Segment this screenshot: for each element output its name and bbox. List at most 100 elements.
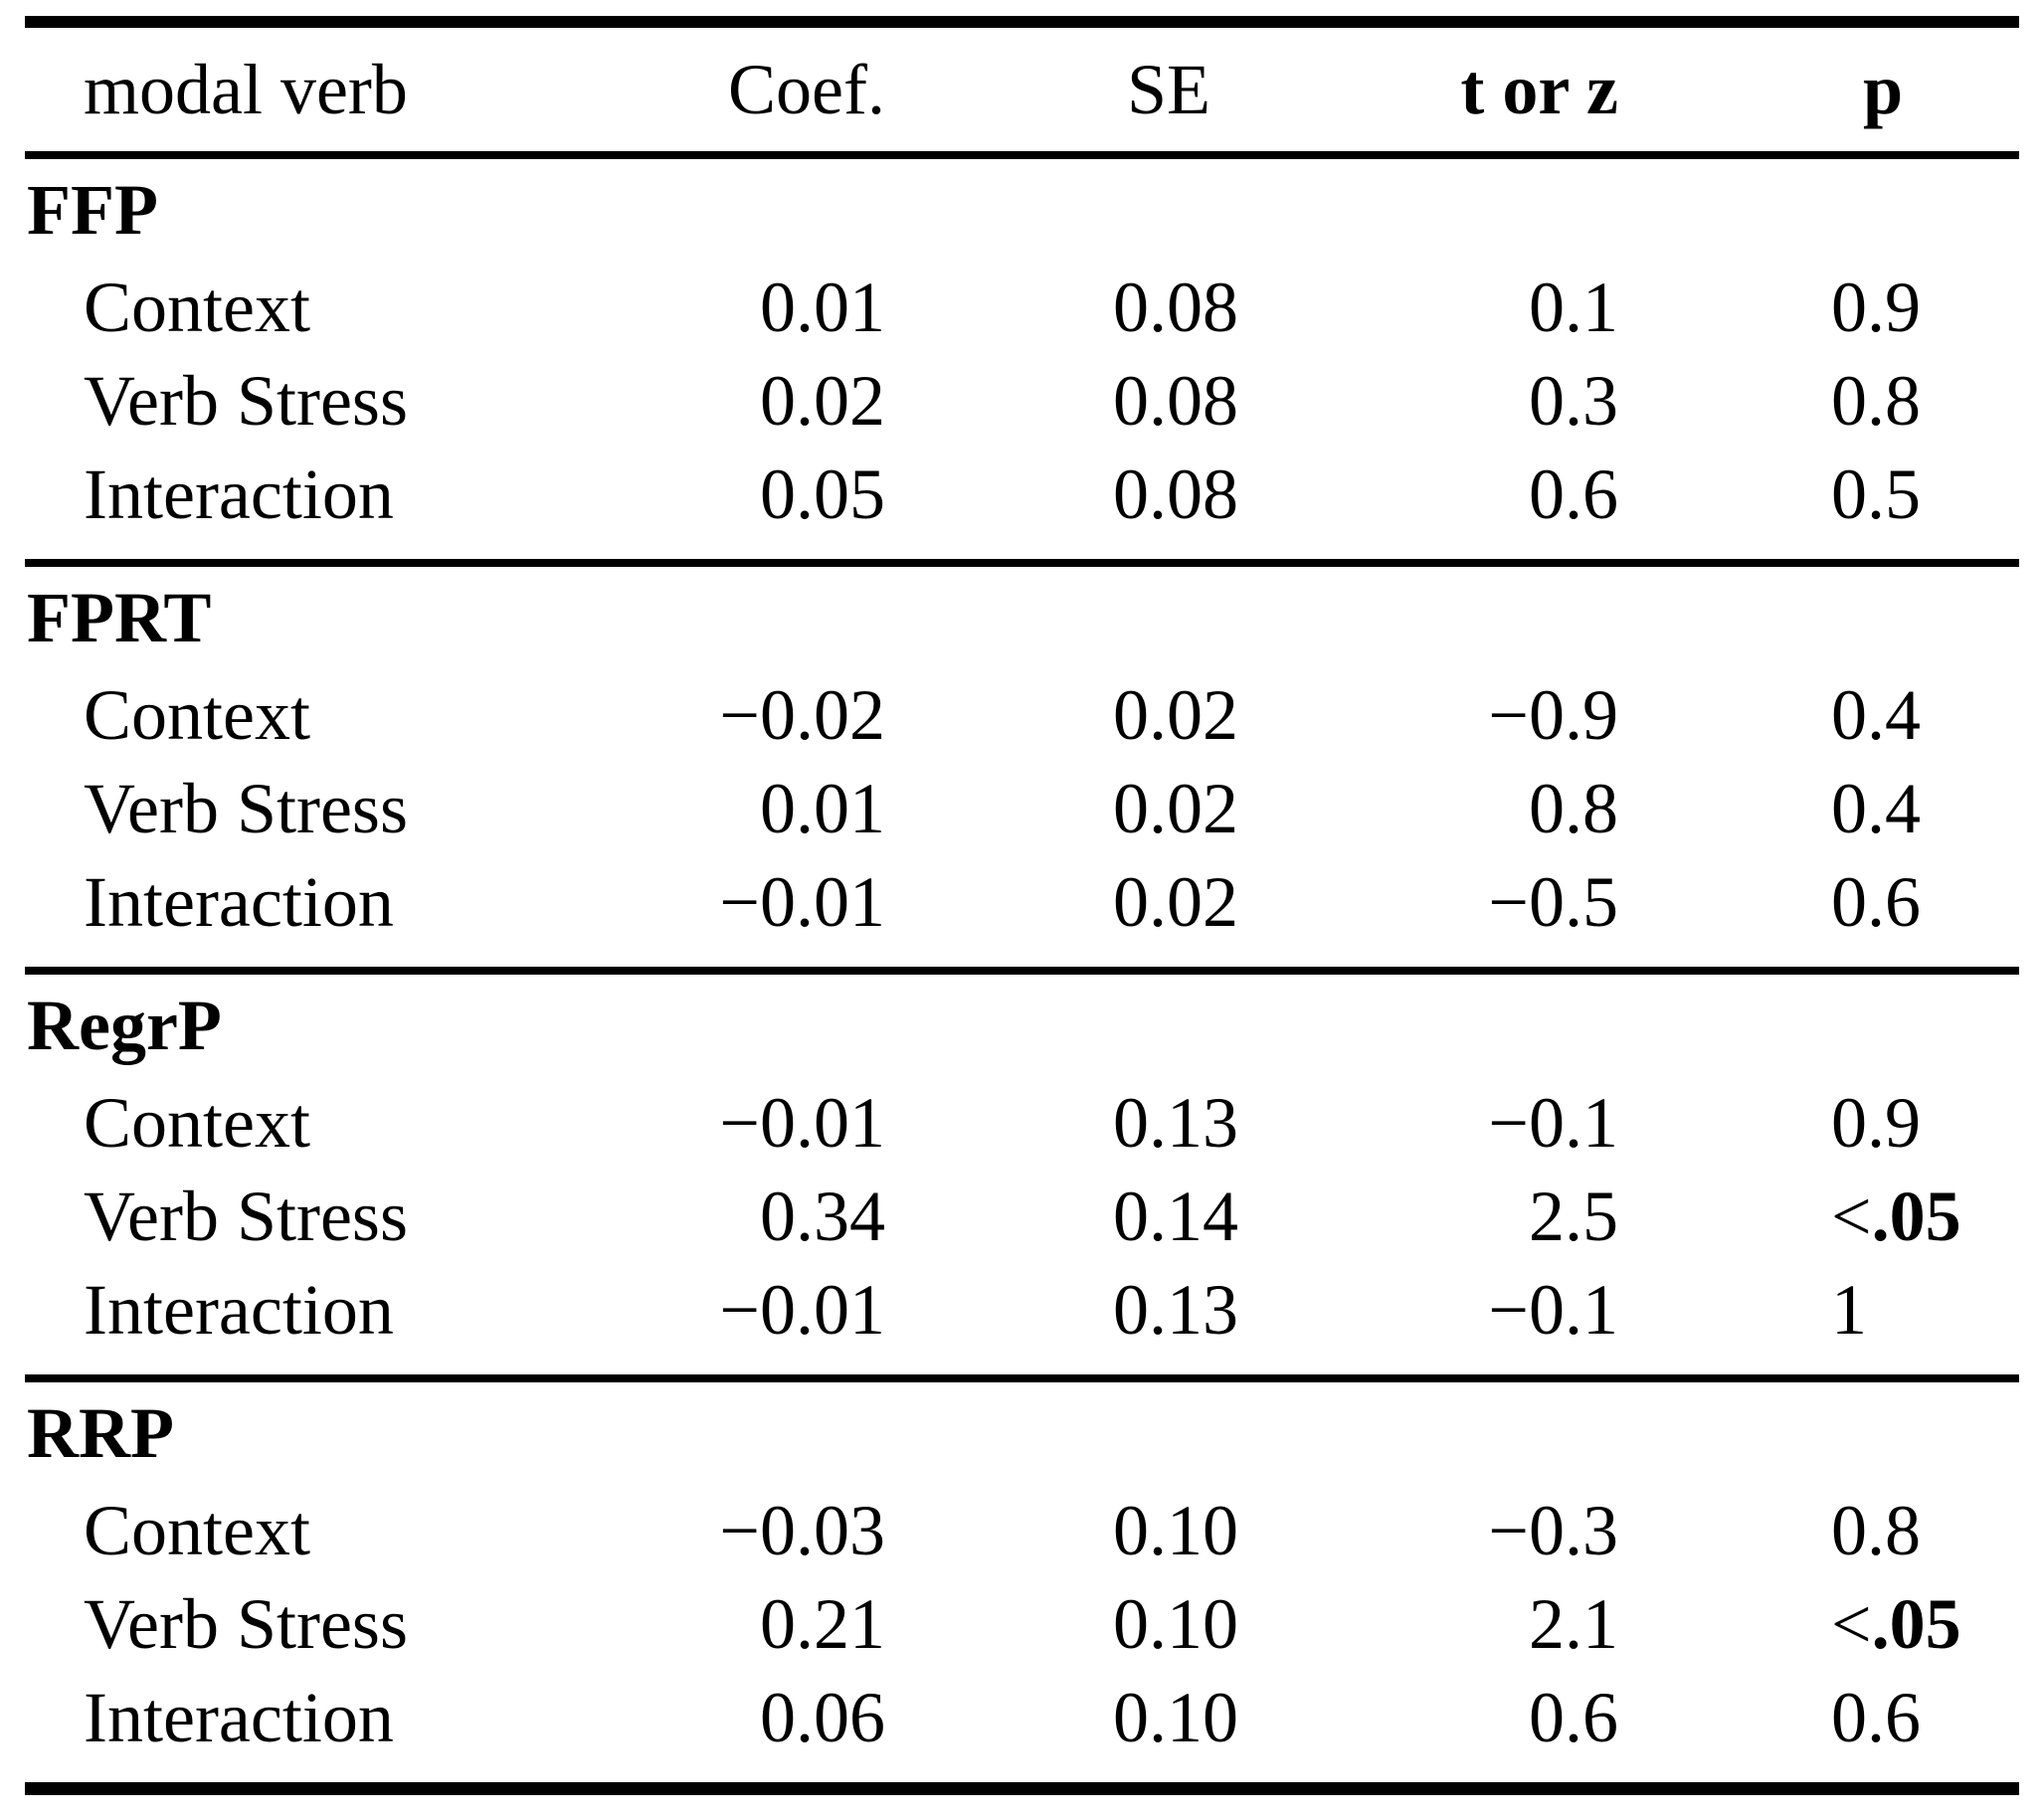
row-label: Verb Stress [84, 361, 408, 441]
p-cell: 0.8 [1618, 365, 2019, 437]
p-cell: 0.6 [1618, 1682, 2019, 1753]
se-cell: 0.02 [1113, 769, 1238, 848]
t-or-z-cell: 0.1 [1529, 268, 1618, 347]
section-label-row: FFP [25, 159, 2019, 261]
se-cell: 0.13 [1113, 1270, 1238, 1350]
section-divider-rule [25, 1374, 2019, 1382]
header-divider-rule [25, 151, 2019, 159]
table-header-row: modal verb Coef. SE t or z p [25, 28, 2019, 151]
coef-cell: −0.01 [719, 1270, 885, 1350]
coef-cell: 0.06 [760, 1678, 885, 1757]
row-label: Verb Stress [84, 1584, 408, 1664]
se-cell: 0.10 [1113, 1584, 1238, 1664]
p-value: 0.6 [1831, 862, 1921, 942]
coef-cell: −0.02 [719, 675, 885, 755]
coef-cell: 0.02 [760, 361, 885, 441]
section-label-row: RegrP [25, 975, 2019, 1076]
p-cell: 0.6 [1618, 866, 2019, 938]
section-spacer [25, 949, 2019, 967]
row-label: Interaction [84, 454, 394, 534]
p-cell: <.05 [1618, 1181, 2019, 1252]
column-header-modal-verb: modal verb [84, 50, 408, 129]
row-label: Interaction [84, 1678, 394, 1757]
se-cell: 0.08 [1113, 361, 1238, 441]
row-label: Context [84, 1491, 310, 1570]
se-cell: 0.08 [1113, 454, 1238, 534]
p-value: 1 [1831, 1270, 1867, 1350]
table-row: Interaction 0.05 0.08 0.6 0.5 [25, 448, 2019, 541]
row-label: Context [84, 268, 310, 347]
section-rows: Context −0.02 0.02 −0.9 0.4 Verb Stress … [25, 668, 2019, 949]
se-cell: 0.13 [1113, 1083, 1238, 1163]
t-or-z-cell: 0.6 [1529, 454, 1618, 534]
se-cell: 0.08 [1113, 268, 1238, 347]
table-row: Verb Stress 0.21 0.10 2.1 <.05 [25, 1577, 2019, 1671]
table-section: RegrP Context −0.01 0.13 −0.1 0.9 Verb S… [25, 975, 2019, 1382]
table-body: FFP Context 0.01 0.08 0.1 0.9 Verb Stres… [25, 159, 2019, 1782]
p-value: .05 [1871, 1177, 1961, 1256]
table-row: Verb Stress 0.02 0.08 0.3 0.8 [25, 354, 2019, 448]
section-label: FPRT [27, 578, 212, 657]
t-or-z-cell: −0.9 [1488, 675, 1618, 755]
t-or-z-cell: 0.6 [1529, 1678, 1618, 1757]
coef-cell: 0.21 [760, 1584, 885, 1664]
section-label: RRP [27, 1393, 174, 1473]
row-label: Interaction [84, 862, 394, 942]
coef-cell: −0.01 [719, 862, 885, 942]
table-section: FFP Context 0.01 0.08 0.1 0.9 Verb Stres… [25, 159, 2019, 567]
table-row: Context −0.03 0.10 −0.3 0.8 [25, 1484, 2019, 1577]
section-divider-rule [25, 559, 2019, 567]
coef-cell: 0.01 [760, 769, 885, 848]
p-value: 0.4 [1831, 675, 1921, 755]
se-cell: 0.02 [1113, 675, 1238, 755]
table-section: FPRT Context −0.02 0.02 −0.9 0.4 Verb St… [25, 567, 2019, 975]
p-value: 0.9 [1831, 1083, 1921, 1163]
se-cell: 0.02 [1113, 862, 1238, 942]
table-section: RRP Context −0.03 0.10 −0.3 0.8 Verb Str… [25, 1382, 2019, 1782]
p-cell: 0.8 [1618, 1495, 2019, 1566]
row-label: Verb Stress [84, 769, 408, 848]
table-top-rule [25, 16, 2019, 28]
se-cell: 0.10 [1113, 1491, 1238, 1570]
p-value: 0.8 [1831, 361, 1921, 441]
section-spacer [25, 1764, 2019, 1782]
table-row: Context −0.02 0.02 −0.9 0.4 [25, 668, 2019, 762]
section-label: RegrP [27, 986, 222, 1065]
t-or-z-cell: −0.1 [1488, 1083, 1618, 1163]
section-spacer [25, 541, 2019, 559]
row-label: Context [84, 1083, 310, 1163]
t-or-z-cell: 2.1 [1529, 1584, 1618, 1664]
se-cell: 0.10 [1113, 1678, 1238, 1757]
se-cell: 0.14 [1113, 1177, 1238, 1256]
t-or-z-cell: −0.1 [1488, 1270, 1618, 1350]
t-or-z-cell: 0.3 [1529, 361, 1618, 441]
coef-cell: −0.01 [719, 1083, 885, 1163]
row-label: Context [84, 675, 310, 755]
section-rows: Context −0.03 0.10 −0.3 0.8 Verb Stress … [25, 1484, 2019, 1764]
p-cell: 0.9 [1618, 1087, 2019, 1159]
section-label-row: RRP [25, 1382, 2019, 1484]
p-cell: 1 [1618, 1274, 2019, 1346]
less-than-sign: < [1831, 1177, 1872, 1256]
t-or-z-cell: 2.5 [1529, 1177, 1618, 1256]
row-label: Verb Stress [84, 1177, 408, 1256]
column-header-coef: Coef. [728, 50, 885, 129]
table-row: Interaction −0.01 0.02 −0.5 0.6 [25, 855, 2019, 949]
table-bottom-rule [25, 1782, 2019, 1795]
p-value: 0.4 [1831, 769, 1921, 848]
table-row: Interaction 0.06 0.10 0.6 0.6 [25, 1671, 2019, 1764]
p-value: 0.5 [1831, 454, 1921, 534]
section-label: FFP [27, 170, 158, 250]
p-value: 0.9 [1831, 268, 1921, 347]
row-label: Interaction [84, 1270, 394, 1350]
p-value: .05 [1871, 1584, 1961, 1664]
p-cell: <.05 [1618, 1588, 2019, 1660]
table-row: Interaction −0.01 0.13 −0.1 1 [25, 1263, 2019, 1357]
section-label-row: FPRT [25, 567, 2019, 668]
column-header-t-or-z: t or z [1460, 50, 1618, 129]
p-value: 0.8 [1831, 1491, 1921, 1570]
section-rows: Context −0.01 0.13 −0.1 0.9 Verb Stress … [25, 1076, 2019, 1357]
table-row: Context 0.01 0.08 0.1 0.9 [25, 261, 2019, 354]
t-or-z-cell: −0.5 [1488, 862, 1618, 942]
